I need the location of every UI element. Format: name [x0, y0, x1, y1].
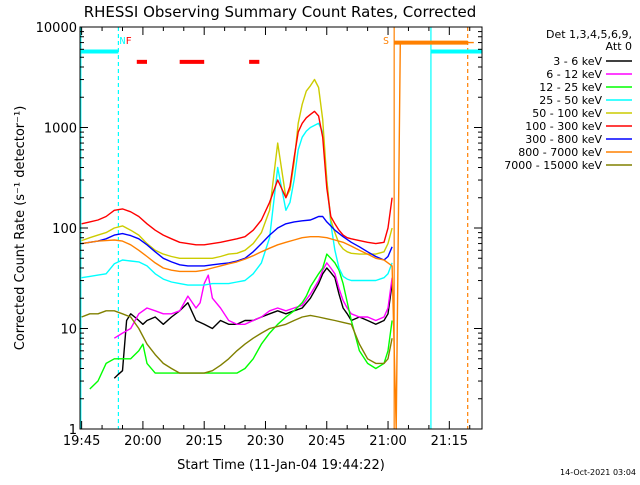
annotation-s: S — [383, 36, 389, 47]
x-tick-label: 20:30 — [247, 434, 284, 449]
x-tick-label: 20:00 — [124, 434, 161, 449]
x-axis: 19:45 20:00 20:15 20:30 20:45 21:00 21:15 — [63, 27, 471, 449]
y-tick-label: 1000 — [44, 122, 77, 137]
legend-label: 6 - 12 keV — [546, 68, 602, 81]
legend-label: 800 - 7000 keV — [518, 146, 602, 159]
legend-label: 3 - 6 keV — [553, 55, 602, 68]
series-line-5 — [81, 78, 393, 259]
y-axis-title: Corrected Count Rate (s⁻¹ detector⁻¹) — [13, 106, 28, 351]
annotation-f: F — [126, 36, 132, 47]
legend-label: 300 - 800 keV — [525, 133, 602, 146]
chart-title: RHESSI Observing Summary Count Rates, Co… — [84, 3, 477, 21]
series-line-8 — [81, 41, 474, 430]
series-line-1 — [113, 267, 393, 379]
y-tick-label: 1 — [69, 423, 77, 438]
series-line-2 — [113, 262, 393, 339]
x-axis-title: Start Time (11-Jan-04 19:44:22) — [177, 458, 385, 473]
legend-label: 25 - 50 keV — [539, 94, 602, 107]
y-tick-label: 100 — [52, 222, 77, 237]
legend-label: 7000 - 15000 keV — [504, 159, 602, 172]
y-axis: 1 10 100 1000 10000 — [36, 21, 482, 438]
legend-header-line: Det 1,3,4,5,6,9, — [546, 28, 632, 41]
x-tick-label: 19:45 — [63, 434, 100, 449]
y-tick-label: 10000 — [36, 21, 77, 36]
series-line-4 — [81, 122, 393, 286]
series-line-6 — [81, 110, 393, 246]
legend-label: 12 - 25 keV — [539, 81, 602, 94]
plot-frame — [79, 26, 483, 430]
footer-timestamp: 14-Oct-2021 03:04 — [560, 468, 636, 477]
legend-label: 100 - 300 keV — [525, 120, 602, 133]
legend-label: 50 - 100 keV — [532, 107, 602, 120]
x-tick-label: 20:15 — [185, 434, 222, 449]
annotation-n: N — [119, 36, 125, 47]
x-tick-label: 21:00 — [369, 434, 406, 449]
legend-header-line: Att 0 — [606, 40, 632, 53]
series-line-3 — [89, 253, 393, 390]
x-tick-label: 20:45 — [308, 434, 345, 449]
series-line-9 — [81, 310, 393, 374]
x-tick-label: 21:15 — [431, 434, 468, 449]
y-tick-label: 10 — [60, 323, 77, 338]
series-line-7 — [81, 215, 393, 267]
